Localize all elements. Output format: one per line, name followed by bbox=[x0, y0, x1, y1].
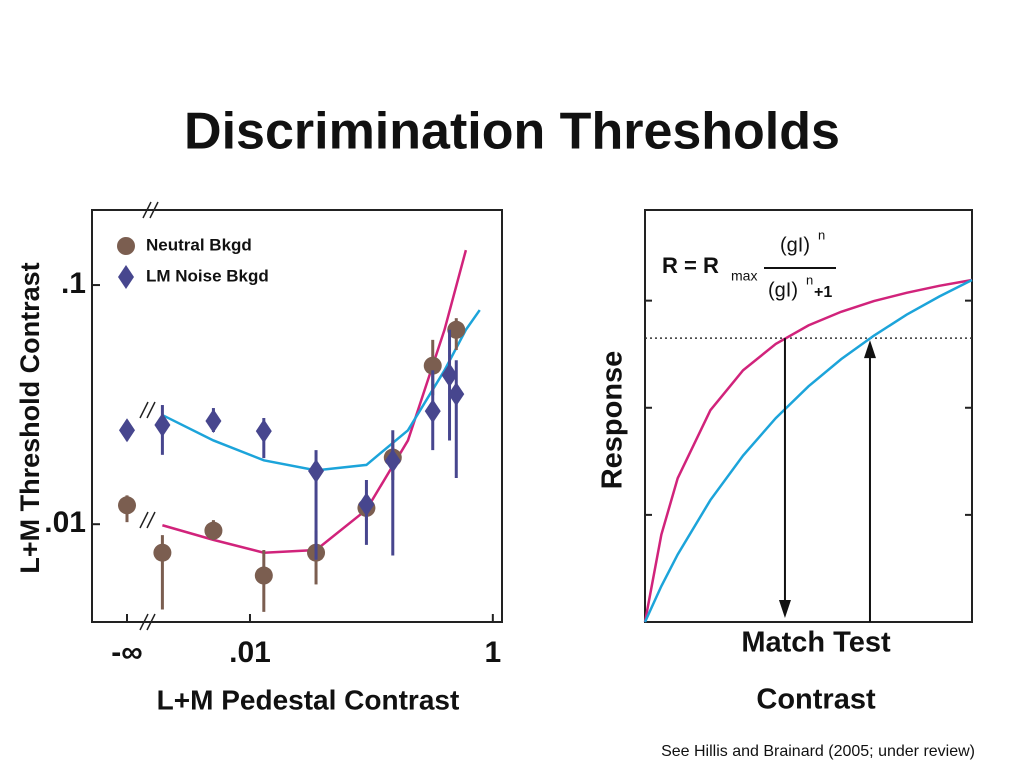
circle-marker bbox=[447, 320, 466, 339]
formula-den-exp: n bbox=[806, 272, 813, 287]
x-axis-label: Match Test bbox=[741, 627, 891, 659]
response-curve bbox=[643, 278, 973, 623]
diamond-marker bbox=[119, 418, 135, 443]
circle-marker bbox=[117, 237, 135, 255]
formula-lhs: R = R bbox=[662, 253, 719, 278]
x-axis-label: Contrast bbox=[756, 684, 876, 716]
diamond-marker bbox=[205, 409, 222, 434]
arrow-head bbox=[863, 340, 876, 359]
response-curve bbox=[643, 278, 973, 623]
x-tick-label: -∞ bbox=[111, 636, 142, 669]
circle-marker bbox=[254, 566, 273, 585]
slide-title: Discrimination Thresholds bbox=[184, 103, 840, 161]
circle-marker bbox=[204, 521, 223, 540]
arrow bbox=[778, 338, 791, 618]
diamond-marker bbox=[384, 448, 401, 473]
diamond-marker bbox=[441, 363, 458, 388]
formula-den: (gI) bbox=[768, 279, 798, 301]
right-frame bbox=[644, 209, 973, 623]
y-axis-label: Response bbox=[597, 351, 629, 490]
y-axis-label: L+M Threshold Contrast bbox=[15, 262, 45, 573]
circle-marker bbox=[153, 543, 172, 562]
diamond-marker bbox=[448, 382, 465, 407]
formula-sub: max bbox=[731, 268, 757, 284]
arrow bbox=[863, 340, 876, 622]
x-axis-label: L+M Pedestal Contrast bbox=[157, 684, 460, 715]
legend-label: LM Noise Bkgd bbox=[146, 266, 269, 285]
y-tick-label: .1 bbox=[61, 267, 86, 300]
circle-marker bbox=[423, 356, 442, 375]
left-frame bbox=[91, 209, 503, 623]
axis-breaks bbox=[139, 201, 159, 631]
fit-curve bbox=[161, 309, 481, 472]
x-tick-label: .01 bbox=[229, 636, 271, 669]
diamond-marker bbox=[154, 412, 171, 437]
diamond-marker bbox=[358, 492, 375, 517]
fit-curve bbox=[162, 249, 468, 554]
formula-den-tail: +1 bbox=[814, 284, 832, 301]
arrow-head bbox=[778, 600, 791, 618]
legend-label: Neutral Bkgd bbox=[146, 235, 252, 254]
diamond-marker bbox=[424, 399, 441, 424]
formula-num-exp: n bbox=[818, 227, 825, 242]
diamond-marker bbox=[255, 419, 272, 444]
formula-num: (gI) bbox=[780, 234, 810, 256]
y-tick-label: .01 bbox=[44, 506, 86, 539]
circle-marker bbox=[118, 496, 136, 515]
diamond-marker bbox=[118, 265, 134, 289]
x-tick-label: 1 bbox=[484, 636, 501, 669]
footnote: See Hillis and Brainard (2005; under rev… bbox=[661, 743, 975, 760]
diamond-marker bbox=[308, 458, 325, 483]
